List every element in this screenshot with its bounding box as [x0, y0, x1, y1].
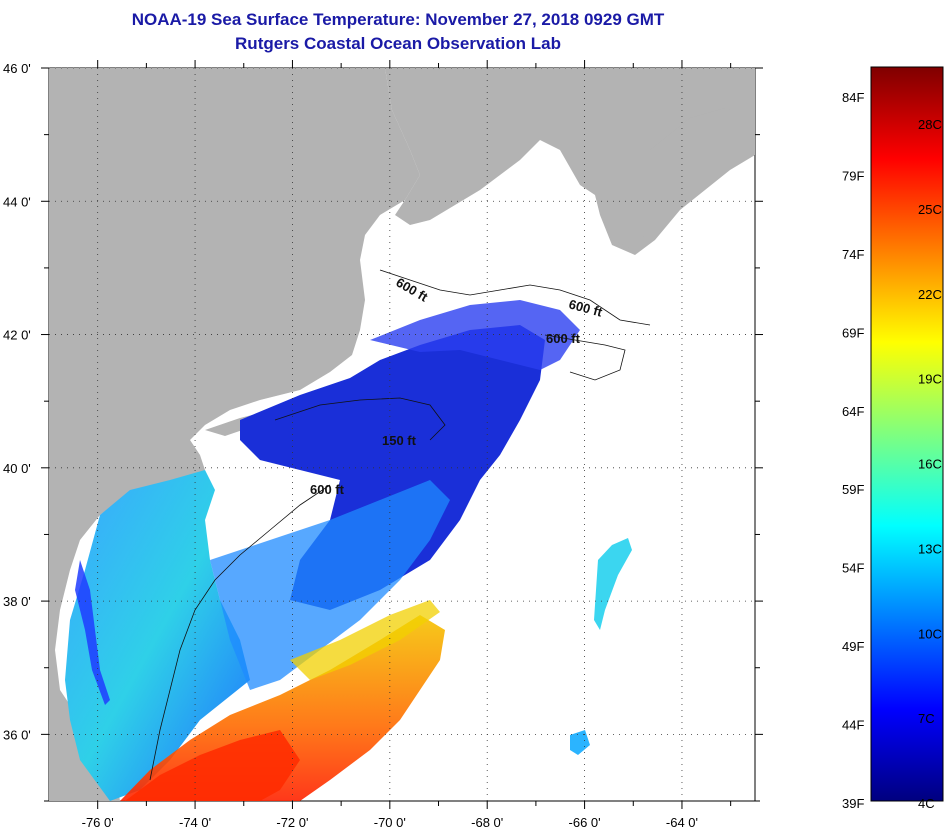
land-us-mainland [49, 68, 420, 801]
sst-offshore-patch [594, 538, 632, 630]
contour-line-600ft-shelf [149, 484, 331, 781]
map-title: NOAA-19 Sea Surface Temperature: Novembe… [131, 10, 665, 29]
lat-tick-label: 42 0' [3, 328, 31, 343]
celsius-label: 13C [918, 541, 942, 556]
celsius-label: 19C [918, 372, 942, 387]
lat-tick-label: 38 0' [3, 594, 31, 609]
sst-gulf-stream [120, 615, 445, 801]
celsius-label: 25C [918, 202, 942, 217]
celsius-label: 10C [918, 626, 942, 641]
lon-tick-label: -68 0' [471, 815, 503, 830]
fahrenheit-label: 84F [842, 90, 864, 105]
color-scale-bar [870, 66, 944, 802]
lat-tick-label: 46 0' [3, 61, 31, 76]
contour-label: 150 ft [382, 433, 417, 448]
sst-shelf-water [65, 470, 250, 801]
celsius-label: 22C [918, 287, 942, 302]
lon-tick-label: -74 0' [179, 815, 211, 830]
fahrenheit-label: 44F [842, 718, 864, 733]
map-subtitle: Rutgers Coastal Ocean Observation Lab [235, 34, 561, 53]
lat-tick-label: 40 0' [3, 461, 31, 476]
lon-tick-label: -64 0' [666, 815, 698, 830]
fahrenheit-label: 64F [842, 404, 864, 419]
axes: -76 0' -74 0' -72 0' -70 0' -68 0' -66 0' -64 … [3, 60, 763, 830]
sst-gulf-stream-core [125, 730, 300, 801]
land-nova-scotia [600, 108, 745, 248]
graticule [49, 67, 755, 801]
fahrenheit-label: 79F [842, 168, 864, 183]
contour-line-150ft [274, 397, 446, 441]
sst-mid-shelf [210, 480, 450, 690]
fahrenheit-labels: 84F 79F 74F 69F 64F 59F 54F 49F 44F 39F [842, 90, 864, 811]
celsius-label: 4C [918, 796, 935, 811]
celsius-label: 16C [918, 457, 942, 472]
contour-line-600ft-georges [544, 334, 626, 381]
fahrenheit-label: 69F [842, 325, 864, 340]
lat-tick-label: 36 0' [3, 727, 31, 742]
contour-label: 600 ft [310, 482, 345, 497]
sst-cold-water-north [370, 300, 580, 370]
celsius-labels: 28C 25C 22C 19C 16C 13C 10C 7C 4C [918, 117, 942, 811]
sst-offshore-patch-2 [570, 730, 590, 755]
contour-label: 600 ft [546, 331, 581, 346]
fahrenheit-label: 39F [842, 796, 864, 811]
contour-line-600ft-gulf-maine [379, 269, 651, 326]
lon-tick-label: -76 0' [82, 815, 114, 830]
celsius-label: 7C [918, 711, 935, 726]
fahrenheit-label: 54F [842, 561, 864, 576]
map-content [49, 68, 755, 801]
lon-tick-label: -72 0' [276, 815, 308, 830]
lon-tick-label: -70 0' [374, 815, 406, 830]
fahrenheit-label: 49F [842, 639, 864, 654]
fahrenheit-label: 59F [842, 482, 864, 497]
chesapeake-bay [75, 560, 110, 705]
celsius-label: 28C [918, 117, 942, 132]
lon-tick-label: -66 0' [569, 815, 601, 830]
color-scale-gradient [870, 66, 944, 802]
fahrenheit-label: 74F [842, 247, 864, 262]
sst-warm-filament [290, 600, 440, 680]
lat-tick-label: 44 0' [3, 194, 31, 209]
